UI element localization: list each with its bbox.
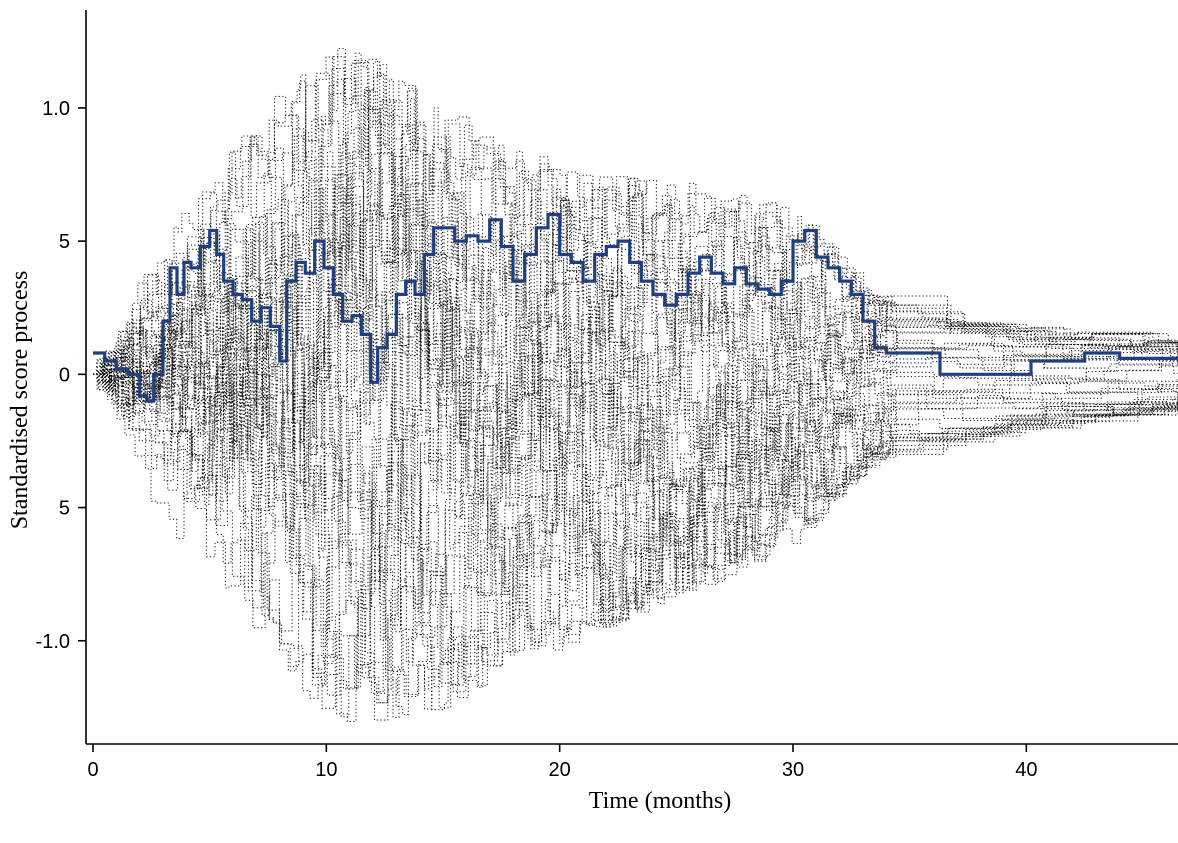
simulated-process-line	[93, 197, 1178, 721]
x-tick-label: 10	[315, 759, 337, 781]
simulated-process-line	[93, 247, 1178, 693]
x-tick-label: 20	[549, 759, 571, 781]
simulated-process-line	[93, 180, 1178, 687]
y-tick-label: 1.0	[42, 98, 70, 120]
simulated-process-line	[93, 136, 1178, 557]
simulated-process-line	[93, 62, 1178, 494]
simulated-process-line	[93, 79, 1178, 522]
simulated-process-line	[93, 224, 1178, 645]
x-axis-title: Time (months)	[589, 788, 731, 814]
x-tick-label: 30	[782, 759, 804, 781]
simulated-process-line	[93, 143, 1178, 620]
simulated-process-line	[93, 123, 1178, 454]
x-tick-label: 0	[87, 759, 98, 781]
simulated-process-line	[93, 224, 1178, 674]
simulated-process-line	[93, 342, 1178, 722]
simulated-process-line	[93, 253, 1178, 699]
simulated-process-line	[93, 292, 1178, 704]
simulated-process-line	[93, 61, 1178, 496]
simulated-process-line	[93, 78, 1178, 576]
y-tick-label: 5	[59, 231, 70, 253]
simulated-process-line	[93, 209, 1178, 709]
simulated-process-line	[93, 229, 1178, 718]
simulated-process-line	[93, 171, 1178, 549]
y-tick-label: -1.0	[36, 631, 70, 653]
simulated-process-line	[93, 107, 1178, 484]
simulated-process-line	[93, 174, 1178, 550]
simulated-process-line	[93, 136, 1178, 502]
simulated-process-line	[93, 64, 1178, 483]
x-axis-ticks: 0 10 20 30 40	[87, 744, 1037, 781]
y-axis-title: Standardised score process	[7, 271, 33, 530]
simulated-process-line	[93, 212, 1178, 627]
y-axis-ticks: 1.0 5 0 5 -1.0	[36, 98, 86, 653]
simulated-process-line	[93, 90, 1178, 503]
y-tick-label: 5	[59, 498, 70, 520]
simulated-process-line	[93, 131, 1178, 519]
simulated-process-line	[93, 212, 1178, 651]
simulated-process-line	[93, 89, 1178, 625]
x-tick-label: 40	[1015, 759, 1037, 781]
simulated-process-line	[93, 236, 1178, 690]
axes	[85, 10, 1178, 745]
simulated-process-line	[93, 137, 1178, 718]
simulated-processes	[93, 48, 1178, 722]
simulated-process-line	[93, 116, 1178, 528]
simulated-process-line	[93, 193, 1178, 647]
y-tick-label: 0	[59, 364, 70, 386]
observed-process	[93, 212, 1178, 403]
observed-score-line	[93, 212, 1178, 403]
